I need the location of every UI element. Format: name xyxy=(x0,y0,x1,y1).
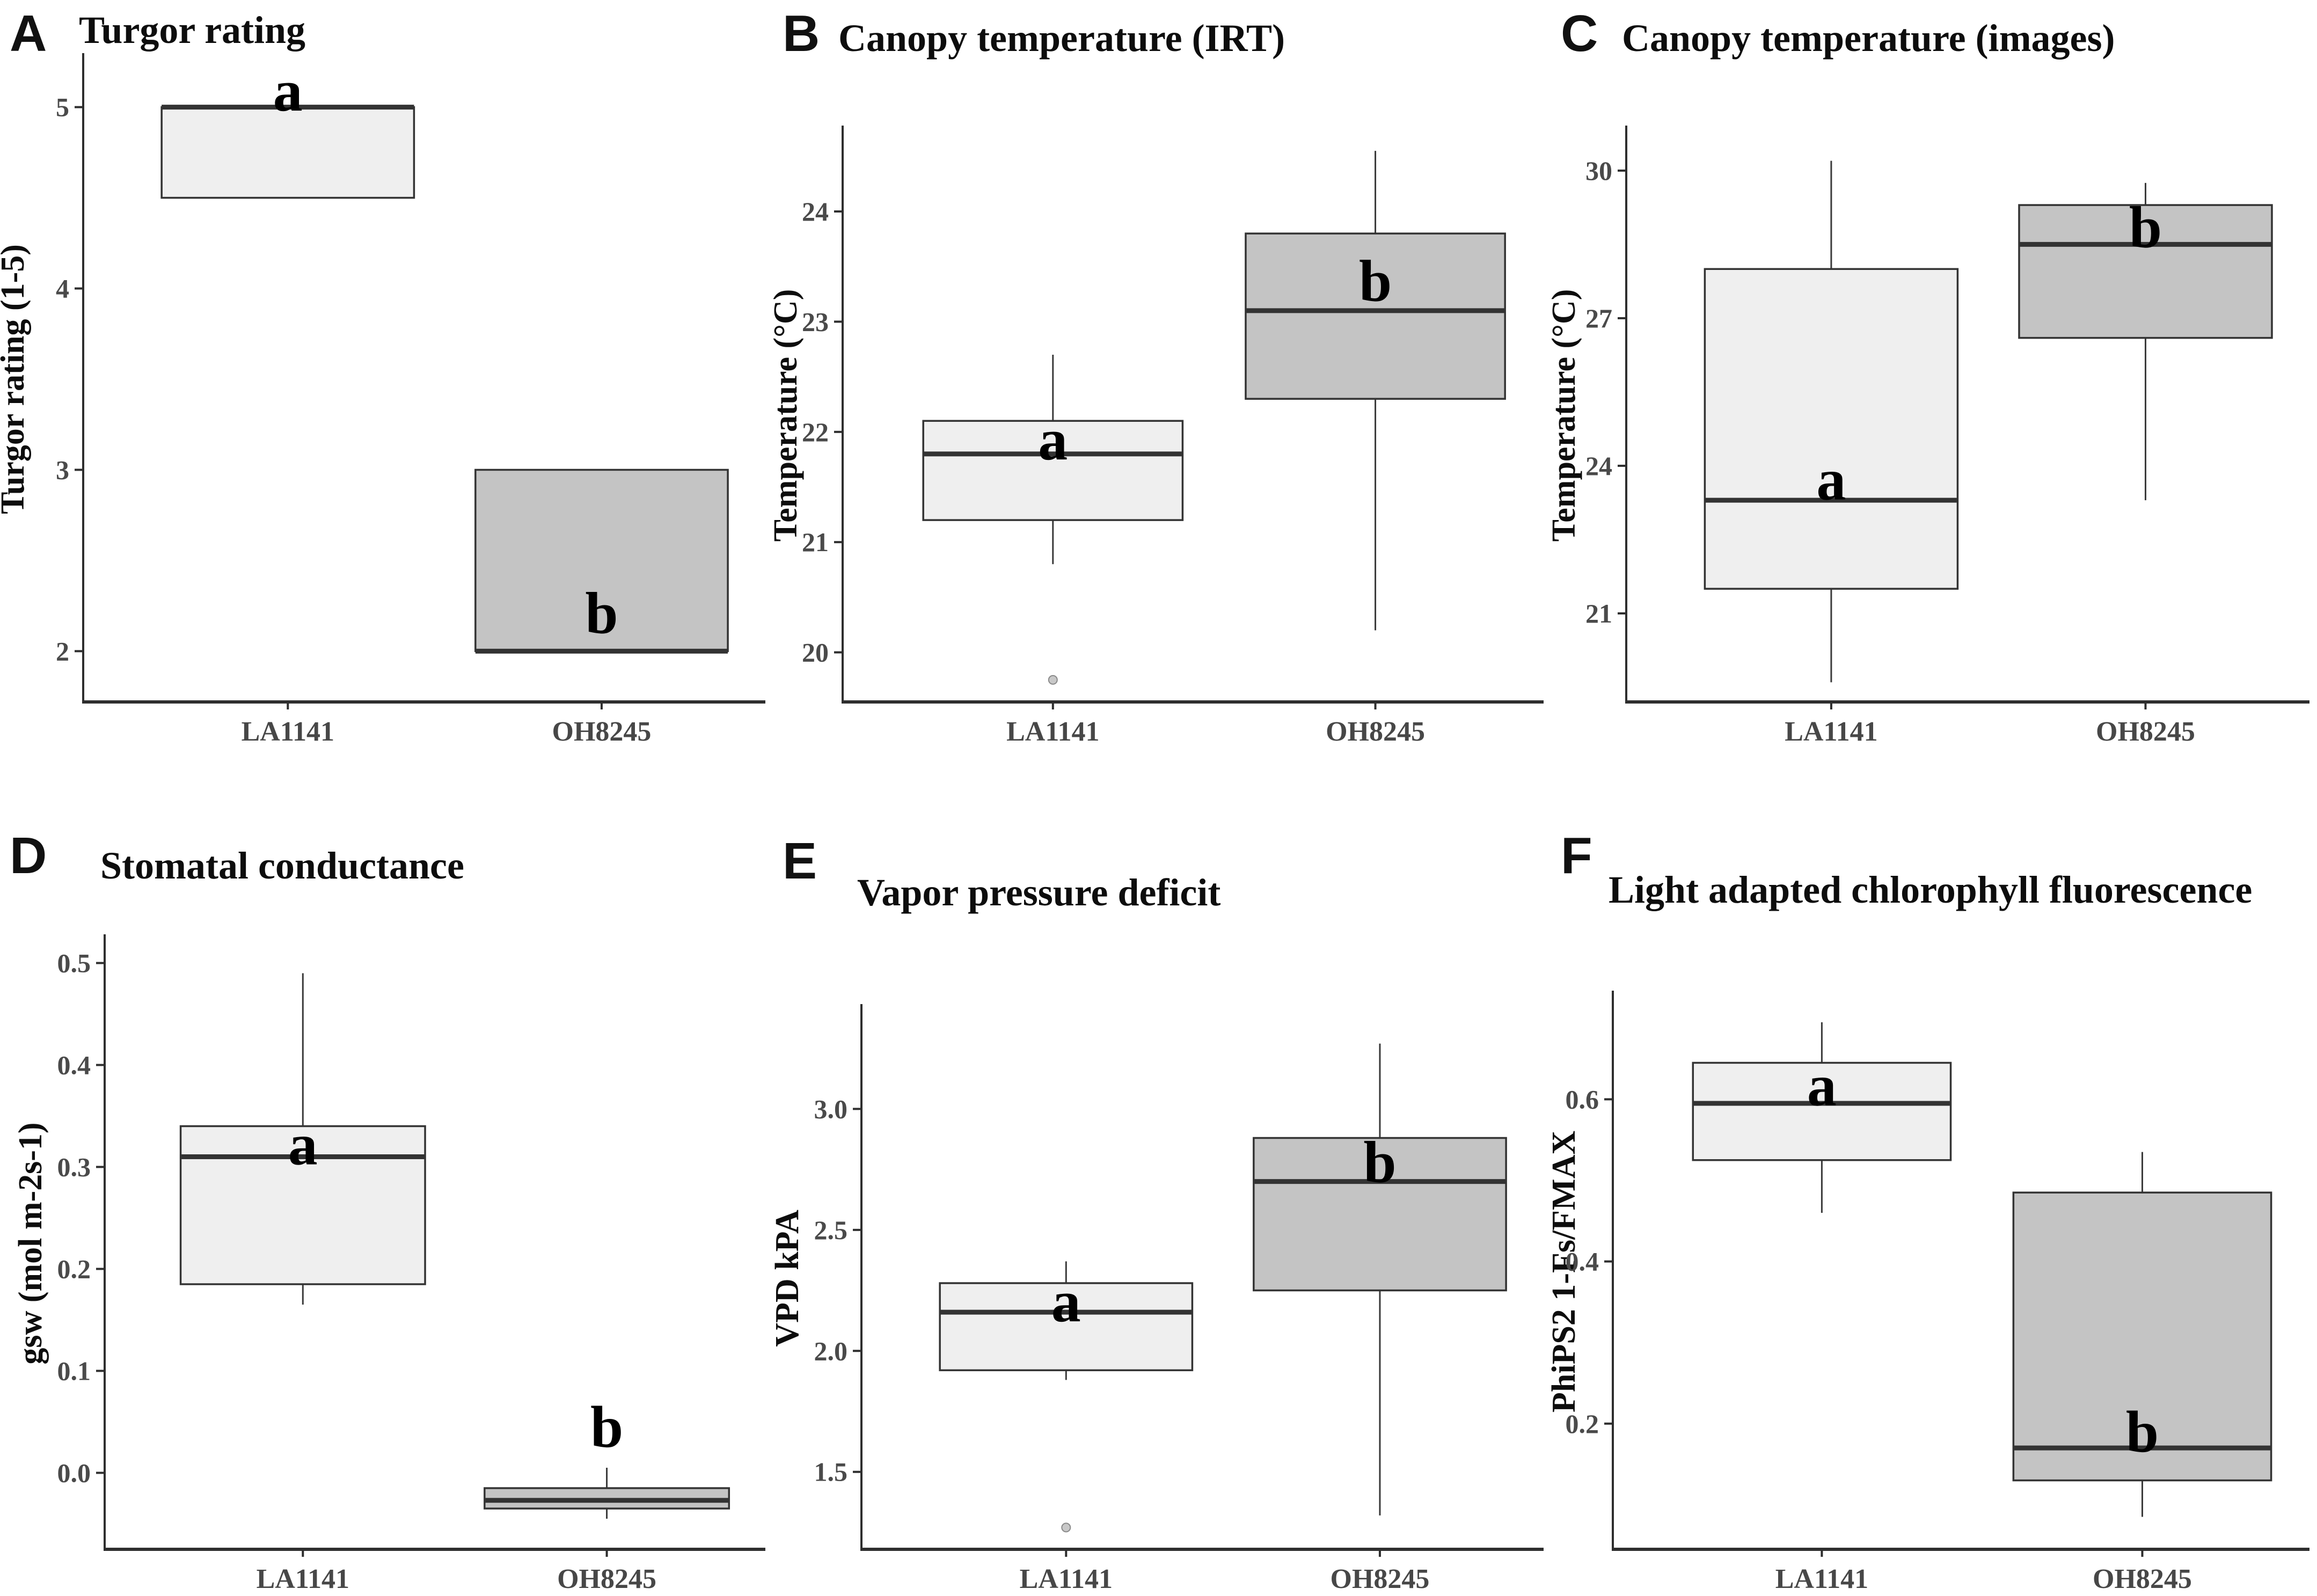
panel-E: E Vapor pressure deficit VPD kPA 1.5 2.0 2.5 3… xyxy=(769,798,1551,1596)
y-tick-label: 0.1 xyxy=(57,1356,91,1386)
x-category-label-LA1141: LA1141 xyxy=(1775,1564,1868,1594)
x-category-label-OH8245: OH8245 xyxy=(2093,1564,2192,1594)
y-tick-label: 24 xyxy=(1585,451,1612,481)
panel-letter: D xyxy=(10,827,47,884)
panel-D: D Stomatal conductance gsw (mol m-2s-1) 0.0… xyxy=(0,798,773,1596)
significance-letter-LA1141: a xyxy=(1038,407,1068,472)
panel-letter: A xyxy=(10,5,47,62)
boxplot-F: F Light adapted chlorophyll fluorescence P… xyxy=(1546,827,2309,1594)
boxplot-C: C Canopy temperature (images) Temperature … xyxy=(1546,5,2309,747)
x-category-label-OH8245: OH8245 xyxy=(552,716,652,747)
significance-letter-OH8245: b xyxy=(2129,194,2162,260)
y-tick-label: 22 xyxy=(802,417,829,447)
chart-title: Canopy temperature (IRT) xyxy=(838,17,1285,60)
significance-letter-OH8245: b xyxy=(1363,1130,1396,1195)
chart-title: Canopy temperature (images) xyxy=(1622,17,2115,60)
y-tick-label: 21 xyxy=(1585,598,1612,628)
y-tick-label: 5 xyxy=(56,92,69,122)
x-category-label-OH8245: OH8245 xyxy=(1331,1564,1430,1594)
significance-letter-LA1141: a xyxy=(1816,447,1846,513)
outlier-point-LA1141 xyxy=(1048,675,1058,685)
y-tick-label: 0.2 xyxy=(1566,1409,1599,1439)
significance-letter-OH8245: b xyxy=(2126,1399,2159,1465)
y-tick-label: 23 xyxy=(802,306,829,336)
significance-letter-OH8245: b xyxy=(585,580,618,646)
panel-letter: F xyxy=(1561,827,1592,884)
box-LA1141 xyxy=(179,1125,426,1285)
x-category-label-OH8245: OH8245 xyxy=(1326,716,1425,747)
box-OH8245 xyxy=(1253,1137,1507,1292)
y-tick-label: 0.5 xyxy=(57,948,91,978)
x-category-label-LA1141: LA1141 xyxy=(242,716,334,747)
significance-letter-OH8245: b xyxy=(1359,248,1392,313)
chart-title: Light adapted chlorophyll fluorescence xyxy=(1609,868,2252,911)
boxplot-D: D Stomatal conductance gsw (mol m-2s-1) 0.0… xyxy=(10,827,765,1594)
panel-C: C Canopy temperature (images) Temperature … xyxy=(1546,0,2317,798)
significance-letter-LA1141: a xyxy=(1051,1269,1081,1334)
y-tick-label: 30 xyxy=(1585,156,1612,186)
x-category-label-LA1141: LA1141 xyxy=(1006,716,1099,747)
outlier-point-LA1141 xyxy=(1061,1522,1071,1533)
box-OH8245 xyxy=(474,468,729,653)
boxplot-A: A Turgor rating Turgor rating (1-5) 2 3 4 5 a LA… xyxy=(0,5,765,747)
x-category-label-LA1141: LA1141 xyxy=(1785,716,1877,747)
y-tick-label: 24 xyxy=(802,196,829,226)
y-tick-label: 2 xyxy=(56,636,69,666)
box-OH8245 xyxy=(2018,204,2273,339)
y-tick-label: 21 xyxy=(802,527,829,557)
y-tick-label: 1.5 xyxy=(814,1457,848,1487)
y-tick-label: 0.2 xyxy=(57,1254,91,1284)
y-tick-label: 0.6 xyxy=(1566,1084,1599,1114)
y-axis-label: Temperature (°C) xyxy=(1551,289,1582,542)
y-tick-label: 2.0 xyxy=(814,1336,848,1366)
y-axis-label: Temperature (°C) xyxy=(773,289,804,542)
x-category-label-LA1141: LA1141 xyxy=(1020,1564,1113,1594)
chart-title: Stomatal conductance xyxy=(100,844,464,887)
box-LA1141 xyxy=(1704,268,1959,590)
significance-letter-LA1141: a xyxy=(288,1112,318,1177)
chart-title: Vapor pressure deficit xyxy=(857,871,1220,914)
y-tick-label: 0.0 xyxy=(57,1458,91,1488)
y-tick-label: 0.4 xyxy=(57,1050,91,1080)
chart-title: Turgor rating xyxy=(79,9,305,52)
y-tick-label: 0.4 xyxy=(1566,1247,1599,1277)
panel-letter: E xyxy=(783,832,817,890)
box-OH8245 xyxy=(1245,232,1506,400)
y-axis-label: gsw (mol m-2s-1) xyxy=(12,1122,49,1364)
y-axis-label: VPD kPA xyxy=(773,1210,806,1347)
box-LA1141 xyxy=(1692,1061,1952,1161)
x-category-label-OH8245: OH8245 xyxy=(2096,716,2195,747)
box-LA1141 xyxy=(939,1282,1194,1372)
y-tick-label: 27 xyxy=(1585,303,1612,333)
significance-letter-LA1141: a xyxy=(273,58,303,123)
y-tick-label: 2.5 xyxy=(814,1215,848,1245)
box-LA1141 xyxy=(922,420,1184,521)
panel-B: B Canopy temperature (IRT) Temperature (°C… xyxy=(768,0,1551,798)
significance-letter-OH8245: b xyxy=(590,1394,623,1460)
y-axis-label: Turgor rating (1-5) xyxy=(0,244,31,514)
boxplot-E: E Vapor pressure deficit VPD kPA 1.5 2.0 2.5 3… xyxy=(769,832,1544,1594)
y-tick-label: 3.0 xyxy=(814,1094,848,1124)
y-axis-label: PhiPS2 1-Fs/FMAX xyxy=(1551,1131,1582,1412)
y-tick-label: 4 xyxy=(56,274,69,304)
significance-letter-LA1141: a xyxy=(1807,1053,1837,1118)
box-LA1141 xyxy=(160,106,415,199)
boxplot-B: B Canopy temperature (IRT) Temperature (°C… xyxy=(768,5,1544,747)
y-tick-label: 20 xyxy=(802,638,829,668)
x-category-label-OH8245: OH8245 xyxy=(557,1564,656,1594)
box-OH8245 xyxy=(2012,1191,2272,1482)
panel-letter: C xyxy=(1561,5,1598,62)
x-category-label-LA1141: LA1141 xyxy=(257,1564,349,1594)
panel-A: A Turgor rating Turgor rating (1-5) 2 3 4 5 a LA… xyxy=(0,0,773,798)
y-tick-label: 0.3 xyxy=(57,1152,91,1182)
panel-letter: B xyxy=(783,5,820,62)
y-tick-label: 3 xyxy=(56,455,69,485)
panel-F: F Light adapted chlorophyll fluorescence P… xyxy=(1546,798,2317,1596)
